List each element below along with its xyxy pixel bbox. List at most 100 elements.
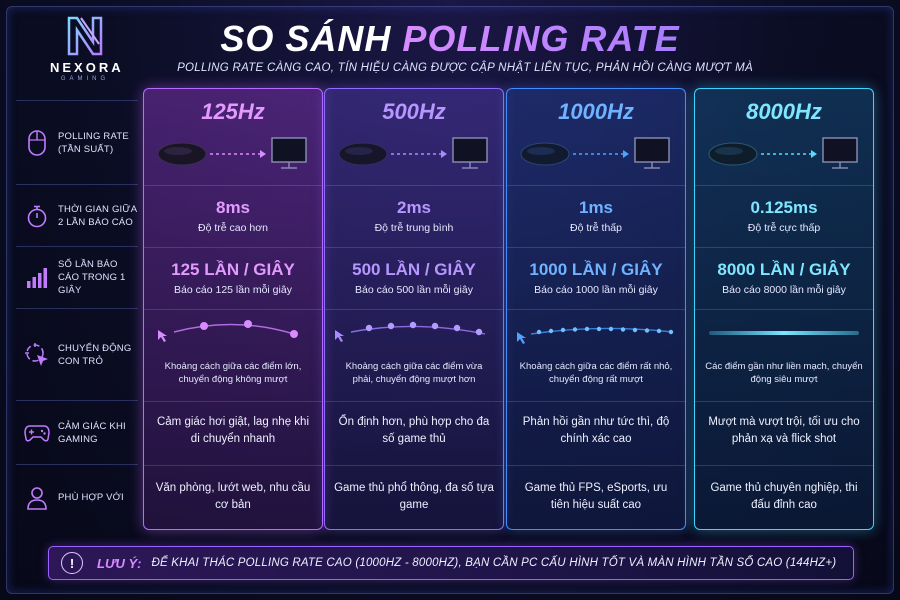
gamepad-icon	[24, 420, 50, 446]
footer-label: LƯU Ý:	[97, 555, 142, 571]
reports-note: Báo cáo 8000 lần mỗi giây	[722, 284, 846, 296]
nexora-logo-icon	[67, 16, 103, 56]
cell-feel: Cảm giác hơi giật, lag nhẹ khi di chuyển…	[144, 401, 322, 465]
cursor-icon	[517, 332, 526, 344]
cell-polling-rate: 1000Hz	[507, 89, 685, 185]
motion-note: Các điểm gần như liền mạch, chuyển động …	[705, 361, 863, 385]
cursor-icon	[158, 330, 167, 342]
report-dot	[453, 324, 461, 332]
cell-feel: Mượt mà vượt trội, tối ưu cho phản xạ và…	[695, 401, 873, 465]
reports-value: 500 LẦN / GIÂY	[352, 260, 476, 279]
cell-reports: 500 LẦN / GIÂY Báo cáo 500 lần mỗi giây	[325, 247, 503, 309]
continuous-line	[709, 331, 859, 335]
mouse-to-monitor	[507, 129, 685, 179]
monitor-icon	[452, 137, 488, 169]
title-part2: POLLING RATE	[402, 18, 680, 59]
page-title: SO SÁNH POLLING RATE	[150, 18, 750, 60]
page-subtitle: POLLING RATE CÀNG CAO, TÍN HIỆU CÀNG ĐƯỢ…	[177, 62, 753, 74]
reports-note: Báo cáo 1000 lần mỗi giây	[534, 284, 658, 296]
cursor-target-icon	[24, 342, 50, 368]
column-8000hz: 8000Hz 0.125ms Độ trễ cực thấp 8000 LẦN …	[694, 88, 874, 530]
cell-suits: Game thủ phổ thông, đa số tựa game	[325, 465, 503, 529]
row-label-text: PHÙ HỢP VỚI	[58, 492, 124, 503]
stopwatch-icon	[24, 203, 50, 229]
interval-value: 1ms	[578, 198, 614, 217]
cell-polling-rate: 125Hz	[144, 89, 322, 185]
column-1000hz: 1000Hz 1ms Độ trễ thấp 1000 LẦN / GIÂY B…	[506, 88, 686, 530]
user-icon	[24, 485, 50, 511]
rate-value: 8000Hz	[746, 99, 822, 124]
interval-value: 0.125ms	[750, 198, 818, 217]
cell-suits: Văn phòng, lướt web, nhu cầu cơ bản	[144, 465, 322, 529]
report-dot	[290, 330, 298, 338]
row-label-interval: THỜI GIAN GIỮA 2 LẦN BÁO CÁO	[16, 184, 138, 246]
row-label-text: CẢM GIÁC KHI GAMING	[58, 420, 126, 445]
suits-text: Game thủ FPS, eSports, ưu tiên hiệu suất…	[524, 482, 668, 511]
cursor-icon	[335, 330, 344, 342]
report-dot	[244, 320, 252, 328]
reports-value: 125 LẦN / GIÂY	[171, 260, 295, 279]
gaming-mouse-icon	[338, 142, 388, 166]
row-label-reports: SỐ LẦN BÁO CÁO TRONG 1 GIÂY	[16, 246, 138, 308]
reports-note: Báo cáo 125 lần mỗi giây	[174, 284, 292, 296]
report-dot	[387, 322, 395, 330]
report-dots	[536, 326, 674, 335]
reports-value: 1000 LẦN / GIÂY	[529, 260, 663, 279]
warning-icon: !	[61, 552, 83, 574]
feel-text: Cảm giác hơi giật, lag nhẹ khi di chuyển…	[156, 416, 309, 445]
gaming-mouse-icon	[708, 142, 758, 166]
feel-text: Mượt mà vượt trội, tối ưu cho phản xạ và…	[708, 416, 860, 445]
cell-motion: Khoảng cách giữa các điểm vừa phải, chuy…	[325, 309, 503, 401]
cell-reports: 1000 LẦN / GIÂY Báo cáo 1000 lần mỗi giâ…	[507, 247, 685, 309]
feel-text: Phản hồi gần như tức thì, độ chính xác c…	[522, 416, 670, 445]
motion-diagram	[517, 326, 674, 344]
motion-diagram	[709, 331, 859, 335]
interval-note: Độ trễ thấp	[570, 222, 622, 234]
row-label-text: POLLING RATE (TẦN SUẤT)	[58, 130, 129, 155]
motion-note: Khoảng cách giữa các điểm rất nhỏ, chuyể…	[519, 361, 673, 385]
cell-reports: 125 LẦN / GIÂY Báo cáo 125 lần mỗi giây	[144, 247, 322, 309]
report-dot	[365, 324, 373, 332]
cell-suits: Game thủ FPS, eSports, ưu tiên hiệu suất…	[507, 465, 685, 529]
cell-interval: 2ms Độ trễ trung bình	[325, 185, 503, 247]
row-label-text: THỜI GIAN GIỮA 2 LẦN BÁO CÁO	[58, 203, 137, 228]
cell-interval: 1ms Độ trễ thấp	[507, 185, 685, 247]
mouse-to-monitor	[695, 129, 873, 179]
interval-note: Độ trễ trung bình	[374, 222, 454, 234]
motion-diagram	[158, 320, 298, 342]
cell-polling-rate: 500Hz	[325, 89, 503, 185]
interval-value: 2ms	[396, 198, 432, 217]
cell-feel: Ổn định hơn, phù hợp cho đa số game thủ	[325, 401, 503, 465]
reports-value: 8000 LẦN / GIÂY	[717, 260, 851, 279]
gaming-mouse-icon	[520, 142, 570, 166]
cell-interval: 8ms Độ trễ cao hơn	[144, 185, 322, 247]
monitor-icon	[634, 137, 670, 169]
brand-sub: GAMING	[60, 76, 110, 82]
cell-feel: Phản hồi gần như tức thì, độ chính xác c…	[507, 401, 685, 465]
cell-motion: Các điểm gần như liền mạch, chuyển động …	[695, 309, 873, 401]
outer-frame	[6, 6, 894, 594]
monitor-icon	[271, 137, 307, 169]
report-dot	[200, 322, 208, 330]
mouse-icon	[24, 129, 50, 156]
brand-logo: NEXORA GAMING	[50, 14, 121, 82]
row-label-text: CHUYỂN ĐỘNG CON TRỎ	[58, 342, 132, 367]
cell-polling-rate: 8000Hz	[695, 89, 873, 185]
interval-note: Độ trễ cực thấp	[747, 222, 821, 234]
rate-value: 1000Hz	[558, 99, 634, 124]
report-dot	[409, 321, 417, 329]
motion-diagram	[335, 321, 486, 342]
report-dot	[431, 322, 439, 330]
motion-note: Khoảng cách giữa các điểm vừa phải, chuy…	[345, 361, 483, 385]
feel-text: Ổn định hơn, phù hợp cho đa số game thủ	[338, 416, 490, 445]
monitor-icon	[822, 137, 858, 169]
bars-icon	[24, 265, 50, 291]
title-part1: SO SÁNH	[220, 18, 392, 59]
mouse-to-monitor	[144, 129, 322, 179]
reports-note: Báo cáo 500 lần mỗi giây	[355, 284, 473, 296]
cell-interval: 0.125ms Độ trễ cực thấp	[695, 185, 873, 247]
row-label-motion: CHUYỂN ĐỘNG CON TRỎ	[16, 308, 138, 400]
suits-text: Game thủ chuyên nghiệp, thi đấu đỉnh cao	[710, 482, 858, 511]
row-label-feel: CẢM GIÁC KHI GAMING	[16, 400, 138, 464]
row-label-text: SỐ LẦN BÁO CÁO TRONG 1 GIÂY	[58, 259, 126, 296]
